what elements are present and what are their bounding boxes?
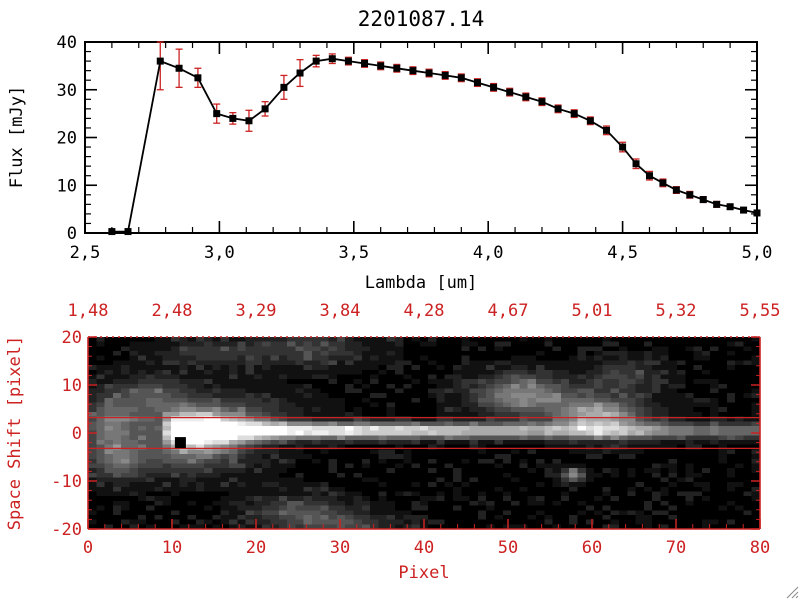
- y-tick-label: 30: [57, 81, 77, 101]
- x-tick-label: 5,0: [742, 243, 773, 263]
- data-marker: [699, 196, 707, 204]
- data-marker: [632, 160, 640, 168]
- x-tick-label: 4,5: [607, 243, 638, 263]
- pixel-tick-label: 70: [666, 538, 686, 558]
- data-marker: [713, 200, 721, 208]
- data-marker: [441, 71, 449, 79]
- y-tick-label: 0: [67, 224, 77, 244]
- shift-tick-label: 10: [62, 376, 82, 396]
- x-tick-label: 3,5: [338, 243, 369, 263]
- data-marker: [124, 228, 132, 236]
- shift-tick-label: 0: [72, 424, 82, 444]
- space-shift-axis-label: Space Shift [pixel]: [5, 336, 25, 530]
- extraction-marker: [174, 437, 186, 449]
- wavelength-tick-label: 3,29: [236, 301, 277, 321]
- spectrum-plot: 2,5 3,0 3,5 4,0 4,5 5,0 0 10 20 30 40: [57, 33, 773, 263]
- data-marker: [108, 228, 116, 236]
- x-tick-label: 4,0: [473, 243, 504, 263]
- data-marker: [344, 57, 352, 65]
- resize-grip-icon: [786, 586, 799, 599]
- spectral-image-axes: 0 1,48 10 2,48 20 3,29 30 3,84 40 4,28 50 4,67 60 5,0…: [51, 301, 780, 558]
- pixel-tick-label: 10: [162, 538, 182, 558]
- data-marker: [554, 105, 562, 113]
- data-marker: [261, 105, 269, 113]
- plot-title: 2201087.14: [358, 7, 484, 31]
- data-marker: [229, 114, 237, 122]
- pixel-axis-label: Pixel: [398, 563, 449, 583]
- wavelength-tick-label: 5,01: [572, 301, 613, 321]
- data-marker: [457, 74, 465, 82]
- data-marker: [156, 57, 164, 65]
- error-bars: [108, 41, 761, 234]
- y-tick-label: 10: [57, 176, 77, 196]
- wavelength-tick-label: 4,67: [488, 301, 529, 321]
- x-tick-label: 2,5: [70, 243, 101, 263]
- data-marker: [361, 59, 369, 67]
- pixel-tick-label: 0: [83, 538, 93, 558]
- data-marker: [409, 67, 417, 75]
- wavelength-tick-label: 3,84: [320, 301, 361, 321]
- x-tick-label: 3,0: [204, 243, 235, 263]
- lambda-axis-label: Lambda [um]: [365, 273, 478, 293]
- data-marker: [425, 69, 433, 77]
- data-marker: [538, 98, 546, 106]
- wavelength-tick-label: 2,48: [152, 301, 193, 321]
- data-marker: [686, 191, 694, 199]
- data-marker: [175, 64, 183, 72]
- flux-axis-label: Flux [mJy]: [7, 86, 27, 188]
- data-marker: [280, 83, 288, 91]
- wavelength-tick-label: 4,28: [404, 301, 445, 321]
- pixel-tick-label: 20: [246, 538, 266, 558]
- data-marker: [377, 62, 385, 70]
- data-marker: [659, 179, 667, 187]
- data-marker: [194, 74, 202, 82]
- data-marker: [726, 203, 734, 211]
- data-marker: [753, 209, 761, 217]
- data-marker: [522, 93, 530, 101]
- shift-tick-label: -20: [51, 520, 82, 540]
- data-marker: [570, 110, 578, 118]
- shift-tick-label: 20: [62, 328, 82, 348]
- data-marker: [296, 69, 304, 77]
- data-marker: [602, 126, 610, 134]
- spectral-image: [88, 337, 760, 529]
- shift-tick-label: -10: [51, 472, 82, 492]
- data-marker: [245, 117, 253, 125]
- data-marker: [672, 186, 680, 194]
- y-tick-label: 40: [57, 33, 77, 53]
- pixel-tick-label: 30: [330, 538, 350, 558]
- data-marker: [490, 83, 498, 91]
- pixel-tick-label: 40: [414, 538, 434, 558]
- wavelength-tick-label: 5,32: [656, 301, 697, 321]
- pixel-tick-label: 50: [498, 538, 518, 558]
- spectrum-line: [111, 57, 758, 233]
- data-marker: [740, 206, 748, 214]
- data-marker: [506, 88, 514, 96]
- data-marker: [312, 57, 320, 65]
- wavelength-tick-label: 1,48: [68, 301, 109, 321]
- data-marker: [213, 110, 221, 118]
- pixel-tick-label: 60: [582, 538, 602, 558]
- wavelength-tick-label: 5,55: [740, 301, 781, 321]
- y-tick-label: 20: [57, 129, 77, 149]
- data-marker: [393, 64, 401, 72]
- data-marker: [619, 143, 627, 151]
- data-marker: [586, 117, 594, 125]
- spectrum-frame: [84, 41, 758, 234]
- data-marker: [645, 172, 653, 180]
- data-marker: [473, 79, 481, 87]
- pixel-tick-label: 80: [750, 538, 770, 558]
- data-marker: [328, 55, 336, 63]
